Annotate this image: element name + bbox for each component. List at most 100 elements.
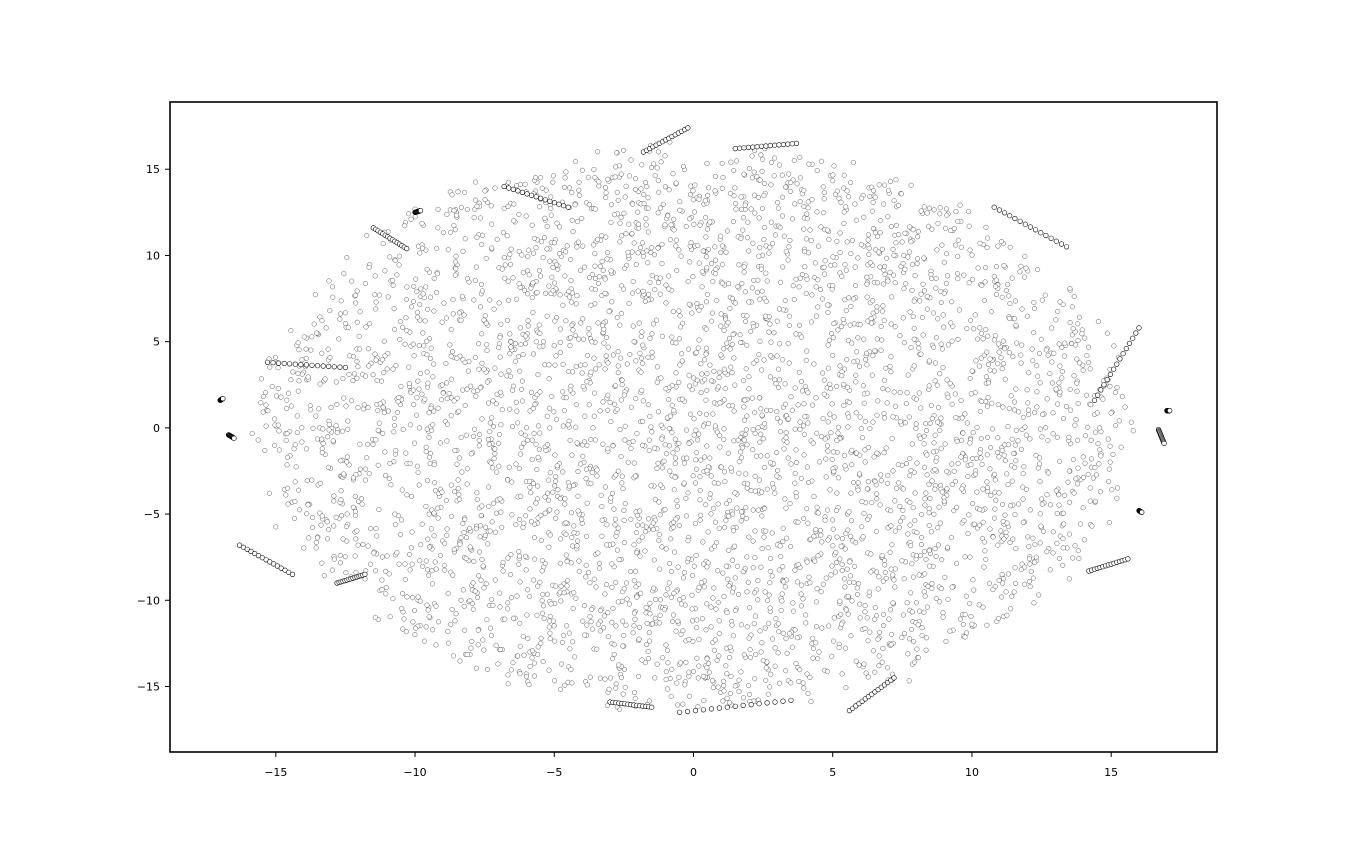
strand-point (1007, 213, 1013, 219)
scatter-point (779, 591, 785, 597)
scatter-point (768, 671, 774, 677)
scatter-point (342, 554, 348, 560)
scatter-point (831, 414, 837, 420)
scatter-point (1032, 409, 1038, 416)
scatter-point (772, 232, 778, 238)
scatter-point (1030, 535, 1036, 541)
strand-point (362, 571, 368, 578)
scatter-point (813, 599, 820, 605)
strand-point (685, 125, 691, 131)
scatter-point (923, 427, 930, 434)
scatter-point (978, 355, 984, 361)
scatter-point (835, 430, 841, 436)
scatter-point (557, 686, 564, 692)
scatter-point (868, 316, 874, 322)
scatter-point (892, 403, 898, 409)
scatter-point (686, 637, 692, 643)
scatter-point (614, 547, 620, 553)
scatter-point (741, 437, 747, 443)
scatter-point (557, 560, 563, 566)
scatter-point (845, 337, 852, 343)
scatter-point (998, 238, 1005, 245)
scatter-point (1034, 389, 1040, 395)
scatter-point (979, 461, 985, 467)
scatter-point (938, 415, 944, 421)
scatter-point (464, 207, 470, 213)
scatter-point (874, 450, 880, 456)
scatter-point (853, 217, 859, 223)
scatter-point (843, 308, 849, 314)
scatter-point (568, 278, 574, 284)
scatter-point (701, 561, 707, 567)
scatter-point (645, 402, 651, 408)
scatter-point (900, 612, 906, 618)
scatter-point (584, 622, 590, 628)
scatter-point (860, 534, 866, 540)
scatter-point (942, 574, 948, 580)
strand-point (337, 364, 343, 370)
scatter-point (877, 502, 883, 508)
scatter-point (445, 640, 451, 646)
scatter-point (859, 524, 865, 530)
scatter-point (283, 437, 289, 444)
scatter-point (949, 299, 955, 305)
scatter-point (842, 546, 848, 552)
scatter-point (1033, 554, 1039, 560)
scatter-point (336, 336, 342, 342)
scatter-point (364, 455, 370, 461)
scatter-point (918, 208, 924, 214)
scatter-point (623, 183, 629, 189)
scatter-point (1037, 540, 1043, 546)
scatter-point (814, 430, 820, 436)
scatter-point (362, 477, 368, 483)
scatter-point (651, 585, 657, 591)
scatter-point (930, 310, 937, 316)
scatter-point (924, 472, 930, 478)
scatter-point (615, 363, 621, 369)
scatter-point (578, 461, 584, 467)
scatter-point (1027, 507, 1033, 513)
scatter-point (667, 468, 673, 474)
scatter-point (732, 683, 738, 689)
scatter-point (1018, 263, 1024, 269)
strand-point (501, 183, 507, 190)
scatter-point (400, 324, 406, 330)
strand-point (292, 361, 298, 367)
scatter-point (716, 525, 722, 531)
scatter-point (1050, 431, 1056, 437)
scatter-point (608, 202, 615, 208)
scatter-point (910, 505, 916, 511)
scatter-point (693, 552, 699, 558)
scatter-point (301, 545, 307, 551)
scatter-point (675, 702, 681, 708)
scatter-point (1080, 474, 1087, 480)
scatter-point (547, 630, 553, 636)
scatter-point (656, 499, 662, 505)
scatter-point (849, 340, 855, 346)
scatter-point (1049, 325, 1055, 331)
scatter-point (377, 401, 383, 407)
scatter-point (509, 423, 516, 430)
scatter-point (542, 510, 548, 516)
scatter-point (645, 354, 651, 360)
scatter-point (517, 620, 523, 626)
scatter-point (1080, 367, 1086, 373)
scatter-point (982, 548, 988, 554)
scatter-point (402, 561, 408, 567)
scatter-point (518, 181, 524, 187)
scatter-point (447, 342, 453, 348)
scatter-point (406, 381, 412, 387)
scatter-point (739, 280, 745, 287)
scatter-point (755, 507, 761, 513)
scatter-point (971, 326, 977, 332)
scatter-point (785, 341, 791, 347)
scatter-point (509, 479, 515, 485)
scatter-point (995, 542, 1001, 548)
scatter-point (914, 646, 920, 652)
scatter-point (696, 307, 702, 313)
scatter-point (731, 408, 737, 414)
scatter-point (456, 496, 462, 502)
scatter-point (900, 507, 906, 513)
scatter-point (1049, 359, 1055, 365)
scatter-point (679, 351, 685, 357)
